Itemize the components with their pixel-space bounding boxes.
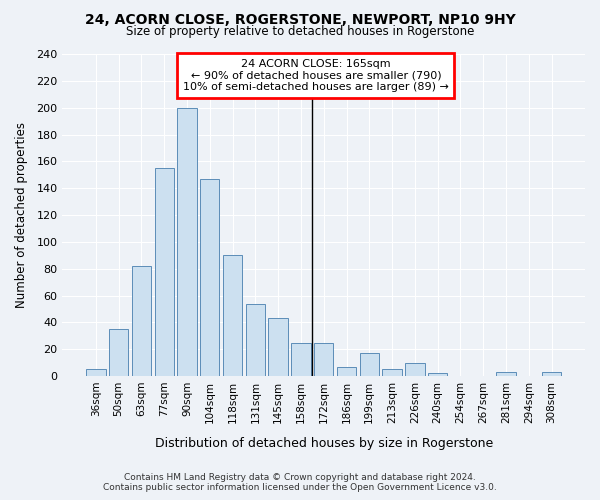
Bar [245, 304, 265, 376]
Bar [314, 342, 334, 376]
Bar [155, 168, 174, 376]
Bar [109, 329, 128, 376]
Bar [223, 256, 242, 376]
Bar [337, 366, 356, 376]
Y-axis label: Number of detached properties: Number of detached properties [15, 122, 28, 308]
Bar [291, 342, 311, 376]
X-axis label: Distribution of detached houses by size in Rogerstone: Distribution of detached houses by size … [155, 437, 493, 450]
Text: Size of property relative to detached houses in Rogerstone: Size of property relative to detached ho… [126, 25, 474, 38]
Bar [132, 266, 151, 376]
Bar [405, 362, 425, 376]
Bar [542, 372, 561, 376]
Bar [86, 370, 106, 376]
Text: 24, ACORN CLOSE, ROGERSTONE, NEWPORT, NP10 9HY: 24, ACORN CLOSE, ROGERSTONE, NEWPORT, NP… [85, 12, 515, 26]
Bar [268, 318, 288, 376]
Bar [178, 108, 197, 376]
Bar [382, 370, 402, 376]
Bar [359, 354, 379, 376]
Bar [428, 374, 448, 376]
Text: Contains HM Land Registry data © Crown copyright and database right 2024.
Contai: Contains HM Land Registry data © Crown c… [103, 473, 497, 492]
Bar [200, 179, 220, 376]
Bar [496, 372, 515, 376]
Text: 24 ACORN CLOSE: 165sqm
← 90% of detached houses are smaller (790)
10% of semi-de: 24 ACORN CLOSE: 165sqm ← 90% of detached… [183, 59, 449, 92]
